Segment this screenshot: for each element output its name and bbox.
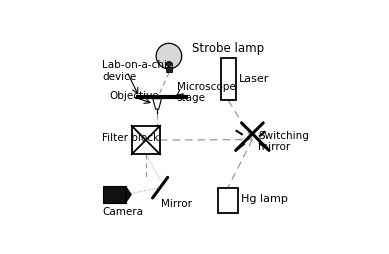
Bar	[221, 59, 236, 101]
Bar	[131, 126, 160, 155]
Bar	[218, 188, 238, 213]
Text: Mirror: Mirror	[161, 199, 192, 209]
Text: Strobe lamp: Strobe lamp	[191, 42, 264, 55]
Text: Laser: Laser	[238, 73, 269, 83]
Text: Lab-on-a-chip
device: Lab-on-a-chip device	[102, 60, 174, 81]
Text: Camera: Camera	[102, 207, 143, 216]
Polygon shape	[126, 187, 131, 203]
Bar	[166, 68, 172, 73]
Text: Hg lamp: Hg lamp	[240, 194, 287, 204]
Text: Filter block: Filter block	[102, 132, 159, 142]
Polygon shape	[153, 99, 161, 110]
Bar	[103, 186, 126, 203]
Circle shape	[166, 62, 172, 67]
Text: Objective: Objective	[109, 91, 159, 101]
Circle shape	[156, 44, 182, 70]
Text: Switching
mirror: Switching mirror	[258, 130, 309, 152]
Text: Microscope
stage: Microscope stage	[177, 81, 235, 103]
